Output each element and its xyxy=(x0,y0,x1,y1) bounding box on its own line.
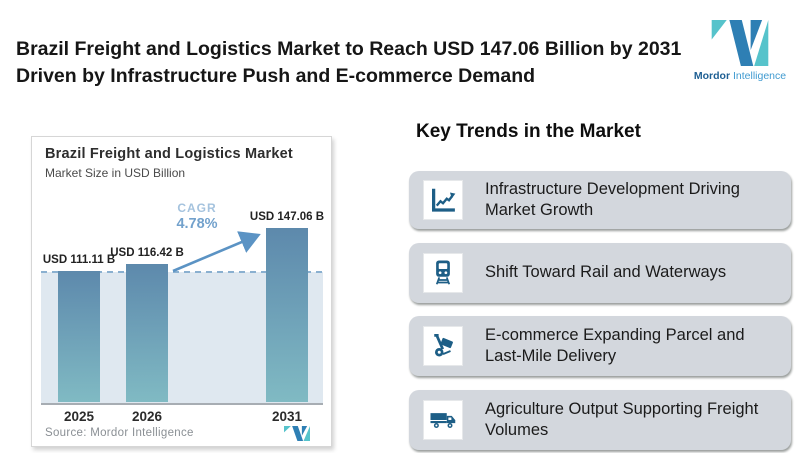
mordor-logo-mark-icon xyxy=(711,20,769,66)
train-icon xyxy=(435,260,451,285)
trend-text: Shift Toward Rail and Waterways xyxy=(485,263,727,282)
hand-truck-icon xyxy=(434,334,453,357)
page-title: Brazil Freight and Logistics Market to R… xyxy=(16,38,682,87)
truck-icon xyxy=(430,413,456,428)
trend-card-rail-waterways: Shift Toward Rail and Waterways xyxy=(409,243,791,303)
bar-2025 xyxy=(58,270,100,402)
bar-2031 xyxy=(266,228,308,402)
cagr-annotation: CAGR 4.78% xyxy=(157,201,237,232)
bar-value-label-2025: USD 111.11 B xyxy=(42,254,116,266)
bar-value-label-2031: USD 147.06 B xyxy=(249,211,325,223)
logo-word-mordor: Mordor xyxy=(693,70,731,82)
market-size-chart-card: Brazil Freight and Logistics Market Mark… xyxy=(31,136,332,447)
source-attribution: Source: Mordor Intelligence xyxy=(45,427,194,439)
trend-icon-box xyxy=(424,327,462,365)
trend-card-infrastructure: Infrastructure Development Driving Marke… xyxy=(409,171,791,229)
trend-text: Agriculture Output Supporting Freight Vo… xyxy=(485,399,759,439)
key-trends-heading: Key Trends in the Market xyxy=(416,121,641,142)
x-tick-2031: 2031 xyxy=(271,409,303,424)
logo-word-intelligence: Intelligence xyxy=(732,70,787,82)
x-tick-2025: 2025 xyxy=(63,409,95,424)
chart-subtitle: Market Size in USD Billion xyxy=(45,166,186,180)
logo-wordmark: Mordor Intelligence xyxy=(694,70,786,82)
trend-icon-box xyxy=(424,401,462,439)
trend-text: Infrastructure Development Driving Marke… xyxy=(485,179,740,219)
x-tick-2026: 2026 xyxy=(131,409,163,424)
bar-2026 xyxy=(126,264,168,402)
trend-icon-box xyxy=(424,181,462,219)
trend-card-ecommerce: E-commerce Expanding Parcel and Last-Mil… xyxy=(409,316,791,376)
cagr-label: CAGR xyxy=(177,201,217,215)
trend-text: E-commerce Expanding Parcel and Last-Mil… xyxy=(485,325,745,365)
mordor-mini-logo-icon xyxy=(284,426,310,441)
bar-value-label-2026: USD 116.42 B xyxy=(110,247,184,259)
chart-title: Brazil Freight and Logistics Market xyxy=(45,146,293,162)
x-axis-line xyxy=(41,403,323,405)
trend-icon-box xyxy=(424,254,462,292)
line-chart-icon xyxy=(432,188,456,212)
trend-card-agriculture: Agriculture Output Supporting Freight Vo… xyxy=(409,390,791,450)
mordor-intelligence-logo: Mordor Intelligence xyxy=(690,10,790,102)
cagr-value: 4.78% xyxy=(176,216,218,232)
